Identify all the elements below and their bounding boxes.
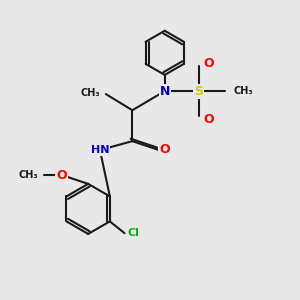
Text: O: O xyxy=(204,112,214,126)
Text: O: O xyxy=(204,57,214,70)
Text: Cl: Cl xyxy=(128,228,140,238)
Text: N: N xyxy=(160,85,170,98)
Text: O: O xyxy=(56,169,67,182)
Text: O: O xyxy=(159,143,170,157)
Text: S: S xyxy=(194,85,203,98)
Text: CH₃: CH₃ xyxy=(234,86,254,96)
Text: CH₃: CH₃ xyxy=(80,88,100,98)
Text: HN: HN xyxy=(91,145,109,155)
Text: CH₃: CH₃ xyxy=(19,170,38,180)
